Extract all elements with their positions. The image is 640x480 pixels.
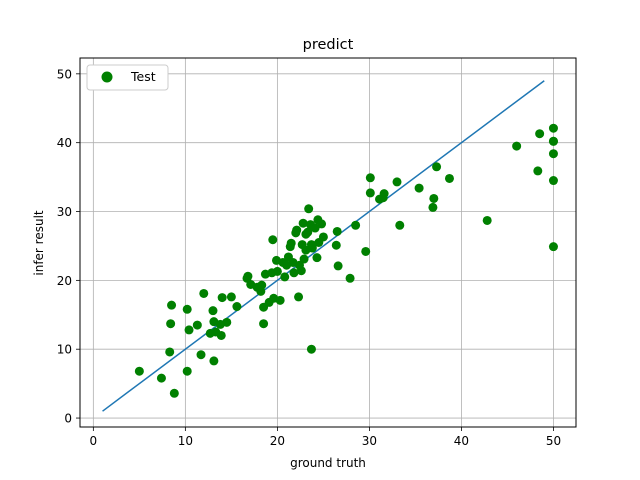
data-point (182, 366, 192, 376)
data-point (379, 189, 389, 199)
data-point (184, 325, 194, 335)
data-point (243, 271, 253, 281)
x-tick-label: 50 (546, 434, 561, 448)
data-point (548, 242, 558, 252)
data-point (414, 183, 424, 193)
y-tick-label: 0 (64, 412, 72, 426)
data-point (192, 320, 202, 330)
legend: Test (86, 64, 169, 91)
x-tick-label: 20 (270, 434, 285, 448)
data-point (134, 366, 144, 376)
x-tick-label: 40 (454, 434, 469, 448)
data-point (395, 220, 405, 230)
legend-box (86, 64, 169, 91)
data-point (548, 123, 558, 133)
data-point (482, 215, 492, 225)
data-point (298, 218, 308, 228)
data-point (392, 177, 402, 187)
data-point (548, 176, 558, 186)
y-tick-label: 50 (57, 67, 72, 81)
y-tick-label: 30 (57, 205, 72, 219)
data-point (280, 272, 290, 282)
data-point (299, 254, 309, 264)
data-point (304, 204, 314, 214)
data-point (312, 253, 322, 263)
data-point (548, 136, 558, 146)
data-point (199, 288, 209, 298)
data-point (333, 261, 343, 271)
data-point (331, 240, 341, 250)
data-point (306, 344, 316, 354)
data-point (166, 319, 176, 329)
data-point (216, 330, 226, 340)
data-point (272, 266, 282, 276)
data-point (182, 304, 192, 314)
plot-frame (79, 57, 577, 428)
data-point (318, 232, 328, 242)
data-point (432, 162, 442, 172)
data-point (167, 300, 177, 310)
data-point (365, 188, 375, 198)
data-point (512, 141, 522, 151)
data-point (535, 129, 545, 139)
data-point (428, 202, 438, 212)
identity-line (102, 80, 545, 412)
data-point (259, 319, 269, 329)
data-point (548, 149, 558, 159)
data-point (268, 235, 278, 245)
data-point (533, 166, 543, 176)
y-tick-label: 10 (57, 343, 72, 357)
data-point (307, 243, 317, 253)
data-point (156, 373, 166, 383)
data-point (317, 219, 327, 229)
data-point (217, 293, 227, 303)
data-point (303, 227, 313, 237)
data-point (196, 350, 206, 360)
x-tick-label: 30 (362, 434, 377, 448)
data-point (209, 356, 219, 366)
data-point (286, 238, 296, 248)
x-tick-label: 0 (90, 434, 98, 448)
data-point (365, 173, 375, 183)
data-point (296, 266, 306, 276)
y-tick-label: 20 (57, 274, 72, 288)
data-point (222, 317, 232, 327)
data-point (289, 268, 299, 278)
data-point (310, 223, 320, 233)
data-point (429, 193, 439, 203)
y-axis-label: infer result (32, 210, 46, 276)
axis-ticks: 0 10 20 30 40 50 0 10 20 30 40 50 (57, 67, 561, 448)
data-point (345, 273, 355, 283)
data-point (226, 292, 236, 302)
data-point (292, 225, 302, 235)
data-point (332, 226, 342, 236)
legend-label-test: Test (130, 69, 156, 84)
chart-title: predict (303, 37, 354, 53)
grid (80, 58, 576, 427)
data-points (134, 123, 558, 398)
identity-line-layer (102, 80, 545, 412)
data-point (351, 220, 361, 230)
data-point (361, 246, 371, 256)
data-point (444, 173, 454, 183)
data-point (232, 302, 242, 312)
x-axis-label: ground truth (290, 456, 366, 470)
data-point (169, 388, 179, 398)
legend-marker (101, 71, 113, 83)
data-point (208, 306, 218, 316)
data-point (294, 292, 304, 302)
data-point (275, 295, 285, 305)
y-tick-label: 40 (57, 136, 72, 150)
data-point (165, 347, 175, 357)
x-tick-label: 10 (178, 434, 193, 448)
data-point (257, 280, 267, 290)
